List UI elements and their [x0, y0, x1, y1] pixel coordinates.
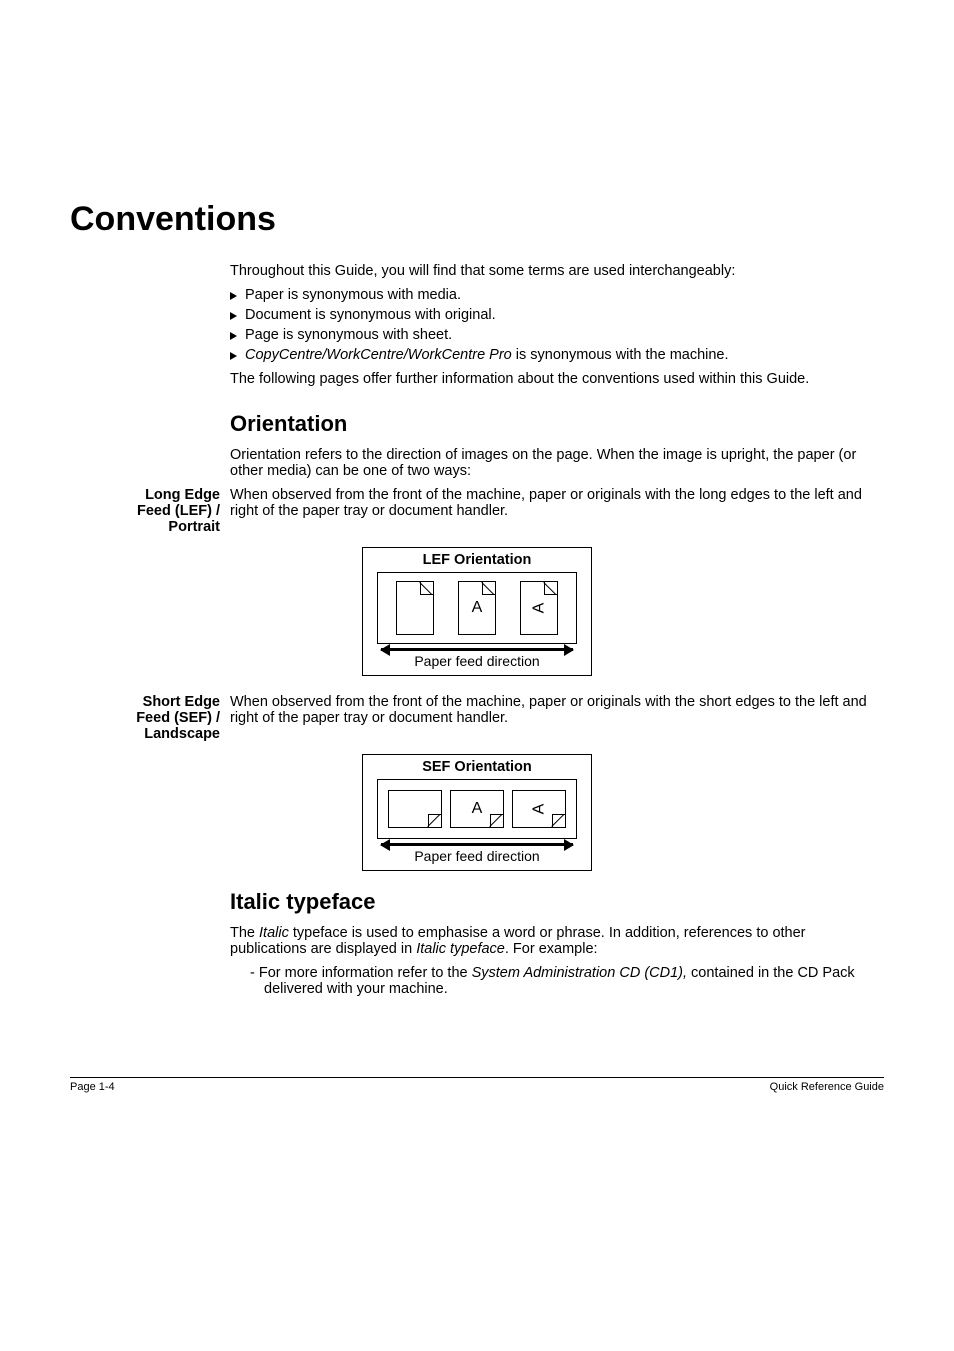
orientation-intro: Orientation refers to the direction of i… [230, 447, 884, 479]
dogear-icon [429, 815, 441, 827]
lef-margin-label: Long Edge Feed (LEF) / Portrait [70, 487, 230, 535]
italic-text: System Administration CD (CD1), [472, 965, 687, 981]
bullet-text: Document is synonymous with original. [245, 307, 496, 323]
list-item: Page is synonymous with sheet. [230, 327, 884, 343]
margin-line: Short Edge [143, 694, 220, 710]
sef-tray: A A [377, 779, 577, 839]
lef-diagram: LEF Orientation A A Paper feed direction [362, 547, 592, 676]
sef-feed-label: Paper feed direction [377, 848, 577, 864]
paper-sheet-icon: A [458, 581, 496, 635]
lef-tray: A A [377, 572, 577, 644]
margin-line: Long Edge [145, 487, 220, 503]
bullet-text: Paper is synonymous with media. [245, 287, 461, 303]
feed-direction-arrow-icon [381, 843, 573, 846]
page-footer: Page 1-4 Quick Reference Guide [70, 1077, 884, 1093]
dogear-icon [491, 815, 503, 827]
lef-feed-label: Paper feed direction [377, 653, 577, 669]
paper-sheet-icon [388, 790, 442, 828]
paper-sheet-icon: A [512, 790, 566, 828]
margin-line: Feed (SEF) / [136, 710, 220, 726]
footer-guide-title: Quick Reference Guide [770, 1081, 884, 1093]
margin-line: Portrait [168, 519, 220, 535]
triangle-bullet-icon [230, 312, 237, 320]
sef-margin-label: Short Edge Feed (SEF) / Landscape [70, 694, 230, 742]
list-item: Document is synonymous with original. [230, 307, 884, 323]
page-heading: Conventions [70, 200, 884, 239]
dogear-icon [545, 582, 557, 594]
plain-text: - For more information refer to the [250, 965, 472, 981]
dogear-icon [553, 815, 565, 827]
italic-heading: Italic typeface [230, 889, 884, 915]
paper-sheet-icon [396, 581, 434, 635]
plain-text: is synonymous with the machine. [512, 347, 729, 363]
letter-a: A [472, 800, 483, 818]
bullet-text: Page is synonymous with sheet. [245, 327, 452, 343]
italic-intro-paragraph: The Italic typeface is used to emphasise… [230, 925, 884, 957]
sef-block: Short Edge Feed (SEF) / Landscape When o… [70, 694, 884, 742]
triangle-bullet-icon [230, 292, 237, 300]
letter-a-rotated: A [530, 603, 548, 614]
sef-description: When observed from the front of the mach… [230, 694, 884, 742]
post-bullets-paragraph: The following pages offer further inform… [230, 371, 884, 387]
letter-a-rotated: A [530, 804, 548, 815]
sef-diagram: SEF Orientation A A Paper feed direction [362, 754, 592, 871]
list-item: Paper is synonymous with media. [230, 287, 884, 303]
dogear-icon [483, 582, 495, 594]
dogear-icon [421, 582, 433, 594]
plain-text: . For example: [505, 941, 598, 957]
letter-a: A [472, 599, 483, 617]
bullet-text: CopyCentre/WorkCentre/WorkCentre Pro is … [245, 347, 729, 363]
italic-example-item: - For more information refer to the Syst… [230, 965, 884, 997]
triangle-bullet-icon [230, 332, 237, 340]
feed-direction-arrow-icon [381, 648, 573, 651]
bullet-list: Paper is synonymous with media. Document… [230, 287, 884, 363]
orientation-heading: Orientation [230, 411, 884, 437]
margin-line: Landscape [144, 726, 220, 742]
sef-diagram-title: SEF Orientation [377, 759, 577, 775]
intro-paragraph: Throughout this Guide, you will find tha… [230, 263, 884, 279]
triangle-bullet-icon [230, 352, 237, 360]
italic-text: CopyCentre/WorkCentre/WorkCentre Pro [245, 347, 512, 363]
lef-block: Long Edge Feed (LEF) / Portrait When obs… [70, 487, 884, 535]
lef-diagram-title: LEF Orientation [377, 552, 577, 568]
plain-text: The [230, 925, 259, 941]
footer-page-number: Page 1-4 [70, 1081, 115, 1093]
italic-text: Italic typeface [416, 941, 505, 957]
margin-line: Feed (LEF) / [137, 503, 220, 519]
italic-text: Italic [259, 925, 289, 941]
paper-sheet-icon: A [450, 790, 504, 828]
lef-description: When observed from the front of the mach… [230, 487, 884, 535]
list-item: CopyCentre/WorkCentre/WorkCentre Pro is … [230, 347, 884, 363]
paper-sheet-icon: A [520, 581, 558, 635]
